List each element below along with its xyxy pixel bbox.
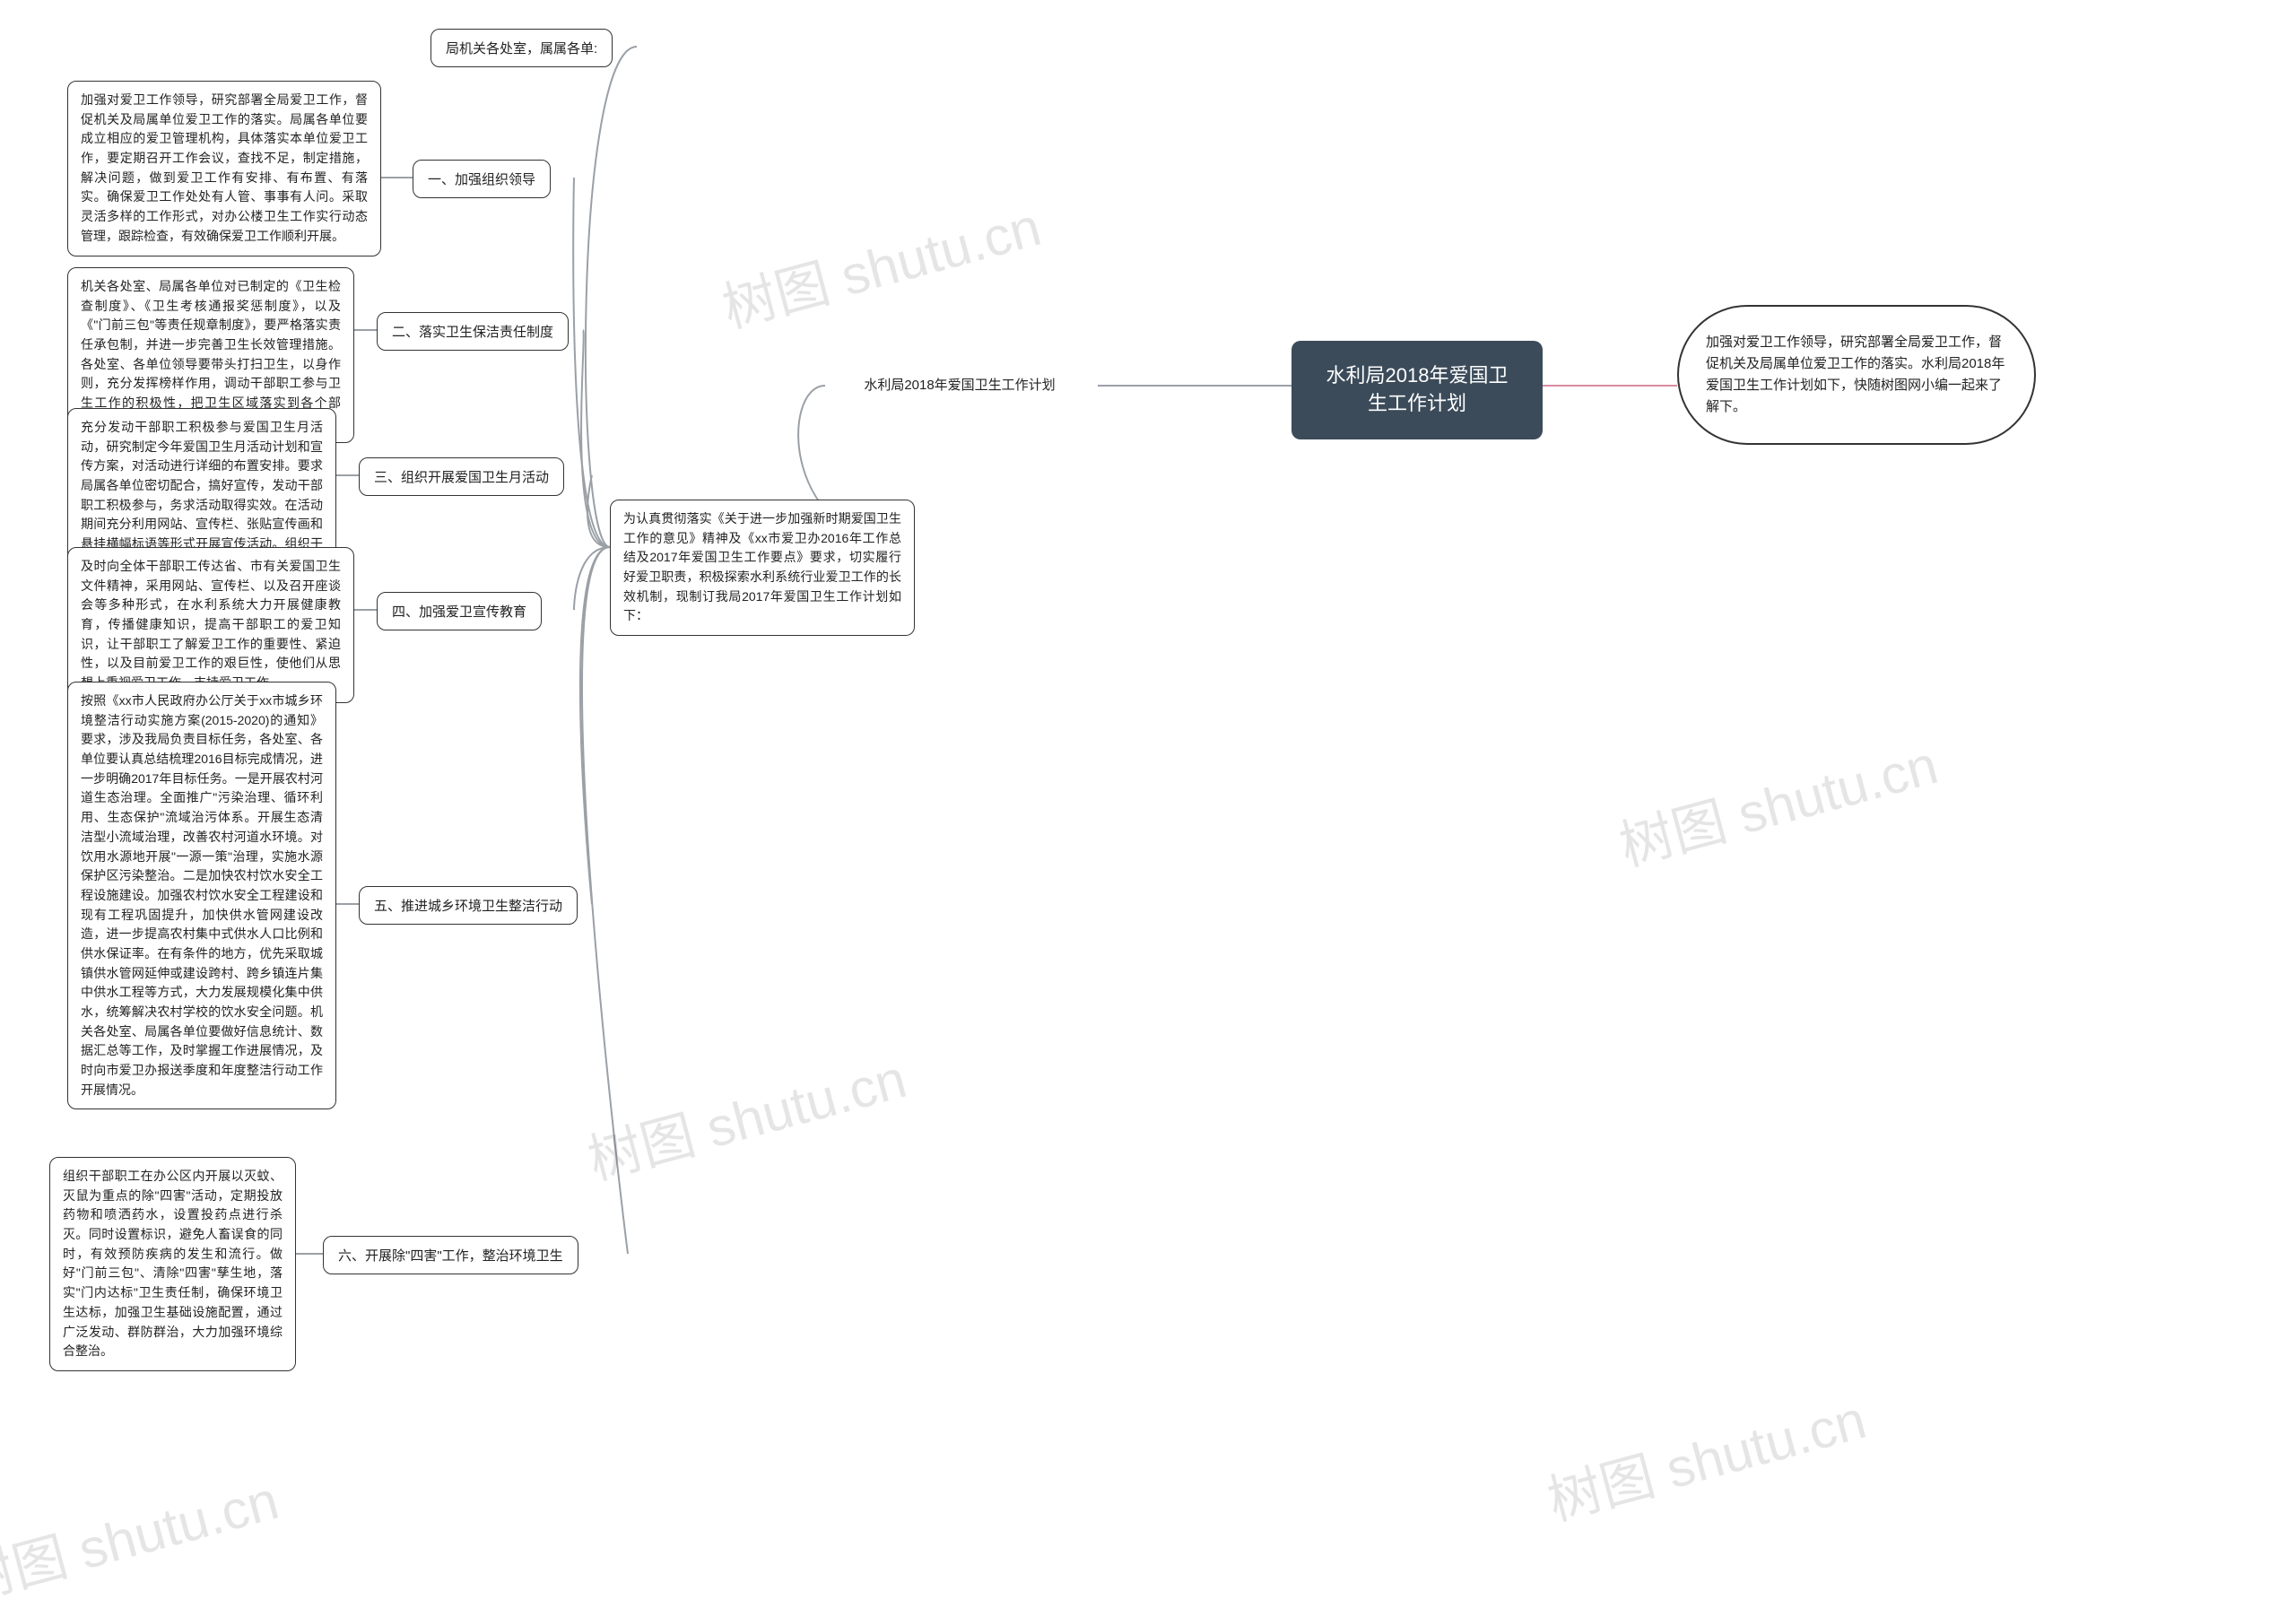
preface-node[interactable]: 为认真贯彻落实《关于进一步加强新时期爱国卫生工作的意见》精神及《xx市爱卫办20… xyxy=(610,500,915,636)
section-1-detail[interactable]: 加强对爱卫工作领导，研究部署全局爱卫工作，督促机关及局属单位爱卫工作的落实。局属… xyxy=(67,81,381,256)
section-5-label[interactable]: 五、推进城乡环境卫生整洁行动 xyxy=(359,886,578,925)
section-1-label-text: 一、加强组织领导 xyxy=(428,172,535,187)
section-3-label[interactable]: 三、组织开展爱国卫生月活动 xyxy=(359,457,564,496)
section-5-label-text: 五、推进城乡环境卫生整洁行动 xyxy=(374,899,562,914)
mid-title-text: 水利局2018年爱国卫生工作计划 xyxy=(864,378,1055,393)
section-2-label[interactable]: 二、落实卫生保洁责任制度 xyxy=(377,312,569,351)
section-4-label[interactable]: 四、加强爱卫宣传教育 xyxy=(377,592,542,630)
section-2-detail-text: 机关各处室、局属各单位对已制定的《卫生检查制度》、《卫生考核通报奖惩制度》，以及… xyxy=(81,279,341,430)
section-2-label-text: 二、落实卫生保洁责任制度 xyxy=(392,325,553,340)
root-title: 水利局2018年爱国卫生工作计划 xyxy=(1326,364,1509,414)
watermark: 树图 shutu.cn xyxy=(713,183,1048,343)
section-4-detail[interactable]: 及时向全体干部职工传达省、市有关爱国卫生文件精神，采用网站、宣传栏、以及召开座谈… xyxy=(67,547,354,703)
watermark: 树图 shutu.cn xyxy=(578,1035,914,1195)
section-6-detail[interactable]: 组织干部职工在办公区内开展以灭蚊、灭鼠为重点的除"四害"活动，定期投放药物和喷洒… xyxy=(49,1157,296,1371)
section-6-label[interactable]: 六、开展除"四害"工作，整治环境卫生 xyxy=(323,1236,578,1274)
intro-node[interactable]: 加强对爱卫工作领导，研究部署全局爱卫工作，督促机关及局属单位爱卫工作的落实。水利… xyxy=(1677,305,2036,445)
watermark: 树图 shutu.cn xyxy=(1538,1376,1874,1535)
dept-label-node[interactable]: 局机关各处室，属属各单: xyxy=(430,29,613,67)
watermark: 树图 shutu.cn xyxy=(0,1456,286,1616)
preface-text: 为认真贯彻落实《关于进一步加强新时期爱国卫生工作的意见》精神及《xx市爱卫办20… xyxy=(623,511,901,622)
dept-label-text: 局机关各处室，属属各单: xyxy=(446,41,597,57)
mid-title-node[interactable]: 水利局2018年爱国卫生工作计划 xyxy=(825,366,1094,403)
section-1-label[interactable]: 一、加强组织领导 xyxy=(413,160,551,198)
section-3-label-text: 三、组织开展爱国卫生月活动 xyxy=(374,470,549,485)
section-5-detail[interactable]: 按照《xx市人民政府办公厅关于xx市城乡环境整洁行动实施方案(2015-2020… xyxy=(67,682,336,1109)
watermark: 树图 shutu.cn xyxy=(1610,721,1945,881)
section-5-detail-text: 按照《xx市人民政府办公厅关于xx市城乡环境整洁行动实施方案(2015-2020… xyxy=(81,693,323,1097)
section-6-detail-text: 组织干部职工在办公区内开展以灭蚊、灭鼠为重点的除"四害"活动，定期投放药物和喷洒… xyxy=(63,1169,283,1358)
intro-text: 加强对爱卫工作领导，研究部署全局爱卫工作，督促机关及局属单位爱卫工作的落实。水利… xyxy=(1706,335,2005,414)
root-node[interactable]: 水利局2018年爱国卫生工作计划 xyxy=(1292,341,1543,439)
section-6-label-text: 六、开展除"四害"工作，整治环境卫生 xyxy=(338,1248,563,1264)
section-1-detail-text: 加强对爱卫工作领导，研究部署全局爱卫工作，督促机关及局属单位爱卫工作的落实。局属… xyxy=(81,92,368,243)
section-4-label-text: 四、加强爱卫宣传教育 xyxy=(392,604,526,620)
section-4-detail-text: 及时向全体干部职工传达省、市有关爱国卫生文件精神，采用网站、宣传栏、以及召开座谈… xyxy=(81,559,341,690)
